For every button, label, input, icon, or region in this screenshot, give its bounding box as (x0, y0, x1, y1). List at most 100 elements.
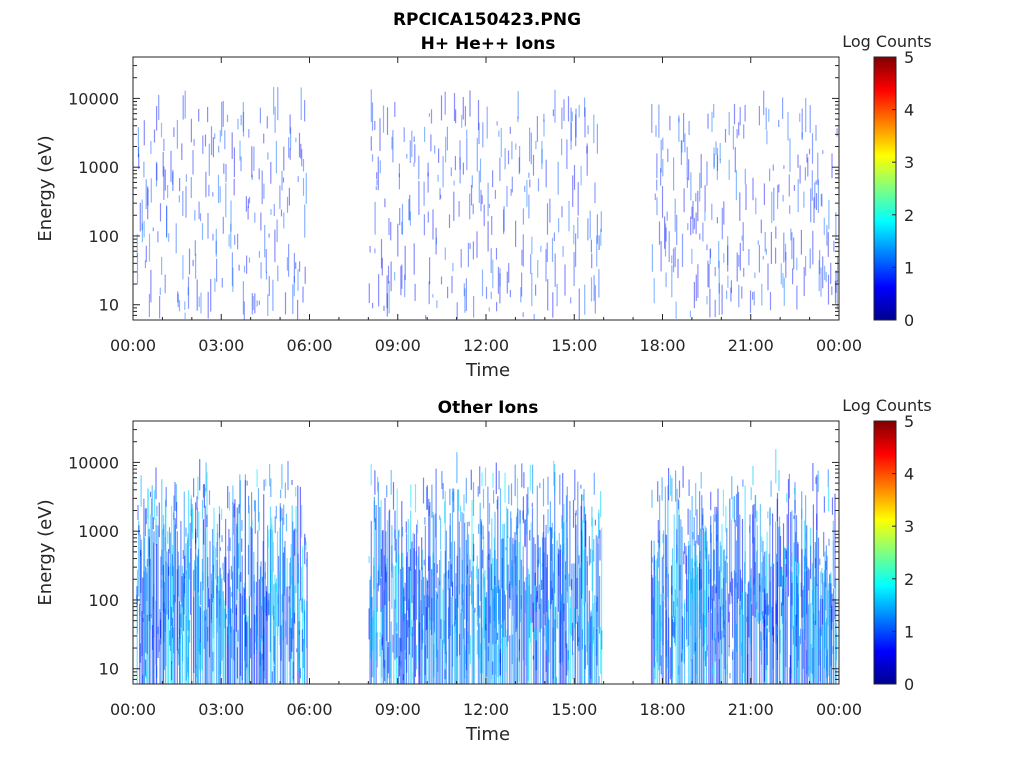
count-mark (209, 598, 211, 658)
count-mark (819, 250, 821, 274)
count-mark (504, 594, 506, 637)
count-mark (151, 485, 153, 684)
count-mark (305, 172, 307, 204)
count-mark (593, 114, 595, 144)
count-mark (677, 498, 680, 510)
count-mark (145, 179, 147, 209)
count-mark (270, 569, 272, 592)
count-mark (369, 246, 371, 253)
count-mark (219, 547, 221, 551)
count-mark (735, 494, 738, 527)
count-mark (139, 606, 141, 617)
count-mark (185, 186, 187, 218)
count-mark (511, 176, 513, 193)
count-mark (240, 115, 242, 126)
count-mark (299, 261, 301, 272)
count-mark (531, 236, 533, 254)
count-mark (705, 650, 707, 667)
count-mark (204, 134, 207, 147)
count-mark (202, 135, 204, 154)
count-mark (384, 498, 386, 606)
count-mark (473, 610, 475, 684)
count-mark (726, 528, 728, 560)
count-mark (673, 622, 675, 638)
count-mark (537, 559, 539, 684)
count-mark (428, 596, 430, 684)
count-mark (428, 505, 430, 517)
count-mark (150, 178, 152, 203)
count-mark (429, 618, 431, 630)
count-mark (759, 631, 761, 651)
count-mark (233, 178, 235, 196)
count-mark (262, 576, 264, 611)
x-tick-label: 00:00 (110, 336, 156, 355)
count-mark (145, 670, 147, 679)
count-mark (141, 611, 143, 657)
count-mark (459, 157, 461, 184)
count-mark (142, 618, 144, 622)
count-mark (490, 291, 492, 299)
count-mark (241, 520, 243, 531)
count-mark (716, 147, 718, 180)
count-mark (561, 138, 563, 156)
count-mark (495, 586, 497, 644)
count-mark (225, 557, 227, 606)
count-mark (756, 601, 758, 684)
count-mark (487, 182, 489, 217)
count-mark (146, 615, 148, 655)
count-mark (297, 269, 299, 291)
count-mark (441, 471, 443, 489)
count-mark (306, 558, 308, 568)
count-mark (398, 173, 400, 190)
count-mark (679, 564, 681, 591)
count-mark (467, 242, 469, 268)
count-mark (596, 214, 598, 244)
count-mark (470, 469, 472, 490)
count-mark (440, 95, 443, 121)
count-mark (440, 194, 442, 199)
count-mark (831, 605, 833, 630)
spectrogram-data (136, 449, 837, 684)
count-mark (710, 491, 712, 511)
count-mark (461, 115, 463, 128)
count-mark (658, 581, 660, 671)
count-mark (684, 133, 686, 153)
count-mark (292, 661, 294, 680)
count-mark (259, 651, 261, 666)
count-mark (676, 597, 679, 684)
count-mark (762, 613, 764, 624)
count-mark (444, 247, 446, 260)
count-mark (741, 235, 743, 241)
count-mark (425, 315, 427, 320)
count-mark (139, 202, 141, 232)
count-mark (155, 600, 157, 665)
count-mark (379, 632, 381, 638)
count-mark (810, 188, 812, 223)
count-mark (550, 527, 553, 562)
count-mark (304, 204, 306, 238)
count-mark (492, 170, 494, 188)
count-mark (583, 549, 585, 606)
count-mark (757, 240, 759, 245)
count-mark (495, 248, 498, 260)
count-mark (563, 99, 565, 121)
count-mark (241, 538, 243, 552)
count-mark (510, 189, 512, 196)
count-mark (548, 619, 550, 663)
count-mark (304, 266, 306, 284)
count-mark (299, 668, 301, 679)
count-mark (568, 573, 570, 684)
count-mark (781, 588, 784, 624)
count-mark (291, 479, 293, 485)
count-mark (161, 549, 163, 576)
count-mark (695, 637, 697, 675)
count-mark (424, 126, 426, 142)
count-mark (552, 627, 554, 680)
count-mark (304, 533, 306, 565)
count-mark (729, 498, 731, 605)
count-mark (658, 530, 661, 548)
count-mark (667, 485, 669, 598)
count-mark (572, 652, 574, 680)
count-mark (481, 472, 483, 487)
count-mark (196, 279, 198, 311)
